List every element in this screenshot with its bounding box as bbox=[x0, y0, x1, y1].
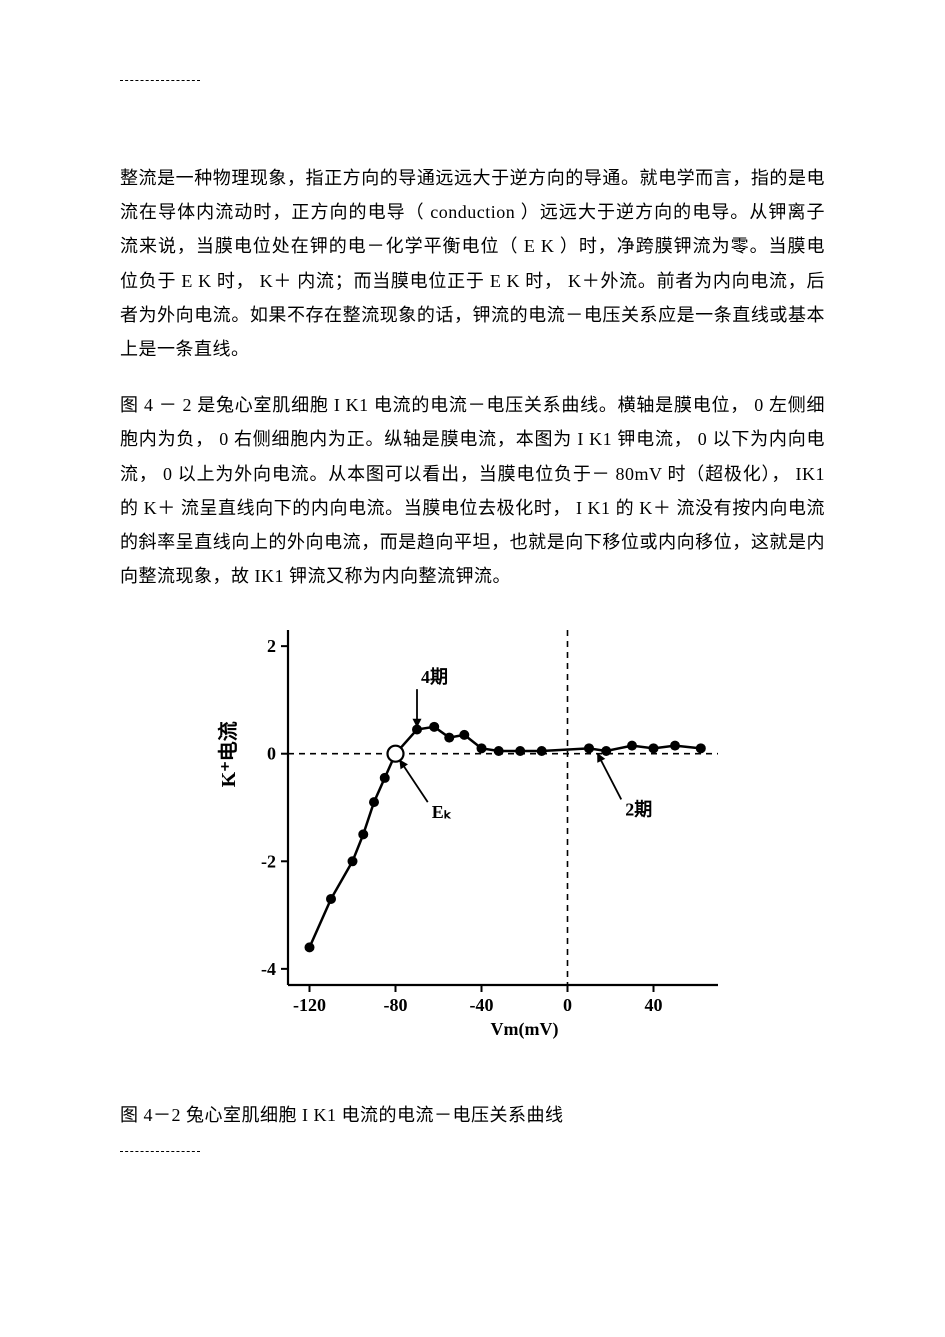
svg-text:0: 0 bbox=[267, 744, 276, 764]
svg-text:Vm(mV): Vm(mV) bbox=[490, 1019, 558, 1040]
svg-text:40: 40 bbox=[644, 995, 662, 1015]
figure-caption: 图 4－2 兔心室肌细胞 I K1 电流的电流－电压关系曲线 bbox=[120, 1098, 825, 1132]
svg-text:Eₖ: Eₖ bbox=[431, 802, 451, 822]
svg-text:-2: -2 bbox=[261, 852, 276, 872]
paragraph-1: 整流是一种物理现象，指正方向的导通远远大于逆方向的导通。就电学而言，指的是电流在… bbox=[120, 161, 825, 366]
top-divider bbox=[120, 80, 200, 81]
figure-4-2: -120 -80 -40 0 40 -4 -2 0 2 Vm(mV) K⁺电流 4期 Eₖ 2期 bbox=[120, 615, 825, 1056]
svg-text:-40: -40 bbox=[469, 995, 493, 1015]
paragraph-2: 图 4 － 2 是兔心室肌细胞 I K1 电流的电流－电压关系曲线。横轴是膜电位… bbox=[120, 388, 825, 593]
svg-text:2: 2 bbox=[267, 636, 276, 656]
iv-curve-chart: -120 -80 -40 0 40 -4 -2 0 2 Vm(mV) K⁺电流 4期 Eₖ 2期 bbox=[213, 615, 733, 1045]
svg-text:K⁺电流: K⁺电流 bbox=[216, 721, 240, 787]
svg-text:-4: -4 bbox=[261, 959, 276, 979]
svg-text:0: 0 bbox=[563, 995, 572, 1015]
svg-text:-120: -120 bbox=[293, 995, 326, 1015]
svg-text:4期: 4期 bbox=[421, 667, 448, 687]
svg-text:2期: 2期 bbox=[625, 800, 652, 820]
svg-text:-80: -80 bbox=[383, 995, 407, 1015]
bottom-divider bbox=[120, 1151, 200, 1152]
document-page: 整流是一种物理现象，指正方向的导通远远大于逆方向的导通。就电学而言，指的是电流在… bbox=[0, 0, 945, 1212]
